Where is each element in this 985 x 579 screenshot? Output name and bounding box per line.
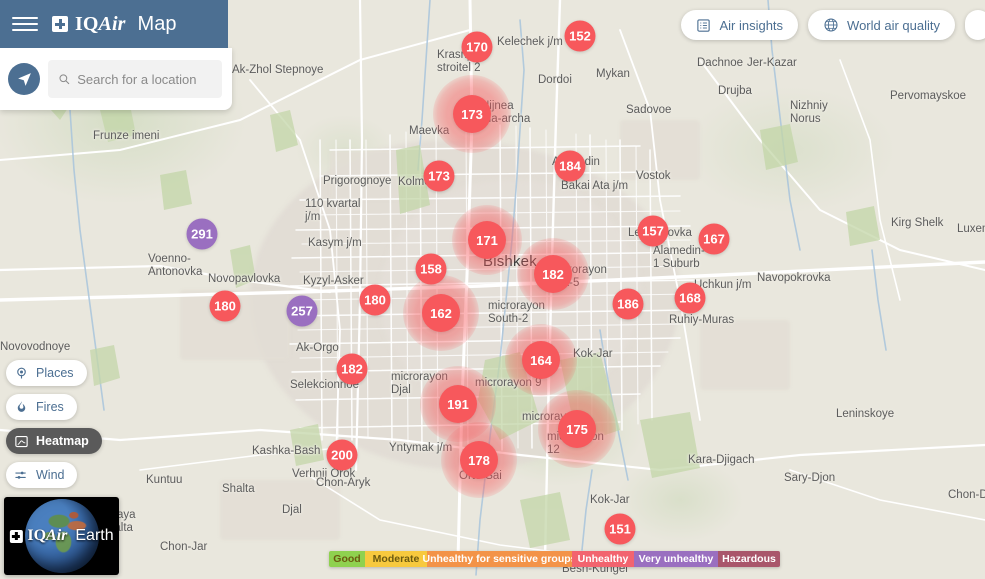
aqi-marker[interactable]: 170 [461,31,493,63]
brand-logo[interactable]: IQAir Map [52,13,176,36]
aqi-marker-value: 171 [476,232,498,248]
aqi-marker-value: 180 [364,292,386,308]
app-header: IQAir Map [0,0,228,48]
aqi-marker[interactable]: 151 [604,513,636,545]
aqi-marker-value: 164 [530,352,552,368]
brand-product-label: Map [137,12,177,35]
earth-brand: IQAir Earth [9,527,114,545]
aqi-marker-value: 170 [466,39,488,55]
map-block [700,320,790,390]
aqi-marker[interactable]: 164 [505,324,577,396]
layer-label-heatmap: Heatmap [36,434,89,448]
aqi-legend: Good Moderate Unhealthy for sensitive grou… [329,551,780,567]
search-icon [59,74,70,85]
aqi-marker[interactable]: 167 [698,223,730,255]
layer-label-fires: Fires [36,400,64,414]
aqi-marker[interactable]: 291 [186,218,218,250]
aqi-marker[interactable]: 257 [286,295,318,327]
hamburger-menu-icon[interactable] [12,14,38,34]
aqi-marker[interactable]: 173 [433,75,511,153]
layer-button-wind[interactable]: Wind [6,462,78,488]
iqair-plus-logo-icon [9,529,23,543]
iqair-plus-logo-icon [52,16,68,32]
earth-globe-image [24,499,99,573]
world-air-quality-button[interactable]: World air quality [808,10,955,40]
aqi-marker[interactable]: 180 [359,284,391,316]
aqi-marker[interactable]: 175 [538,390,616,468]
flame-icon [17,400,26,412]
search-input-wrapper[interactable] [48,60,222,98]
aqi-marker[interactable]: 184 [554,150,586,182]
earth-product-label: Earth [75,527,114,544]
aqi-legend-segment[interactable]: Good [329,551,365,567]
layer-button-places[interactable]: Places [6,360,87,386]
map-top-actions: Air insights World air quality [681,10,985,40]
aqi-marker-value: 182 [341,361,363,377]
search-bar [0,48,232,110]
aqi-marker[interactable]: 157 [637,215,669,247]
layer-button-heatmap[interactable]: Heatmap [6,428,102,454]
air-insights-label: Air insights [719,17,784,33]
aqi-marker-value: 175 [566,421,588,437]
aqi-legend-segment[interactable]: Unhealthy for sensitive groups [422,551,577,567]
aqi-marker[interactable]: 162 [403,275,479,351]
earth-brand-name: IQAir [27,527,68,544]
map-layer-controls: Places Fires Heatmap Wind [6,360,102,488]
aqi-marker-value: 184 [559,158,581,174]
aqi-marker[interactable]: 182 [517,238,589,310]
brand-name: IQAir [75,12,126,35]
extra-action-button-partial[interactable] [965,10,985,40]
aqi-marker-value: 257 [291,303,313,319]
locate-me-button[interactable] [8,63,40,95]
map-block [220,480,340,540]
wind-icon [15,471,26,479]
map-block [620,120,700,180]
aqi-marker-value: 182 [542,266,564,282]
aqi-marker-value: 167 [703,231,725,247]
aqi-marker[interactable]: 178 [441,422,517,498]
aqi-marker-value: 173 [461,106,483,122]
navigation-arrow-icon [17,72,31,86]
aqi-marker[interactable]: 173 [423,160,455,192]
iqair-earth-widget[interactable]: IQAir Earth [4,497,119,575]
world-air-quality-label: World air quality [847,17,940,33]
layer-button-fires[interactable]: Fires [6,394,77,420]
aqi-marker[interactable]: 168 [674,282,706,314]
aqi-marker[interactable]: 152 [564,20,596,52]
aqi-marker-value: 180 [214,298,236,314]
place-pin-icon [17,367,26,378]
aqi-marker[interactable]: 182 [336,353,368,385]
aqi-marker[interactable]: 171 [452,205,522,275]
globe-grid-icon [824,18,838,32]
aqi-marker-value: 186 [617,296,639,312]
aqi-marker-value: 162 [430,305,452,321]
aqi-marker-value: 157 [642,223,664,239]
aqi-legend-segment[interactable]: Very unhealthy [634,551,718,567]
aqi-marker-value: 178 [468,452,490,468]
aqi-marker-value: 158 [420,261,442,277]
aqi-marker-value: 291 [191,226,213,242]
list-document-icon [697,18,711,32]
aqi-marker[interactable]: 191 [420,366,496,442]
aqi-marker-value: 152 [569,28,591,44]
layer-label-wind: Wind [36,468,65,482]
aqi-marker[interactable]: 158 [415,253,447,285]
layer-label-places: Places [36,366,74,380]
aqi-marker-value: 200 [331,447,353,463]
aqi-marker-value: 151 [609,521,631,537]
aqi-legend-segment[interactable]: Hazardous [718,551,780,567]
search-input[interactable] [77,71,212,87]
aqi-marker[interactable]: 200 [326,439,358,471]
air-insights-button[interactable]: Air insights [681,10,799,40]
aqi-legend-segment[interactable]: Moderate [365,551,427,567]
aqi-marker[interactable]: 180 [209,290,241,322]
aqi-marker[interactable]: 186 [612,288,644,320]
aqi-legend-segment[interactable]: Unhealthy [572,551,634,567]
heatmap-icon [15,435,28,447]
aqi-marker-value: 191 [447,396,469,412]
aqi-marker-value: 173 [428,168,450,184]
aqi-marker-value: 168 [679,290,701,306]
